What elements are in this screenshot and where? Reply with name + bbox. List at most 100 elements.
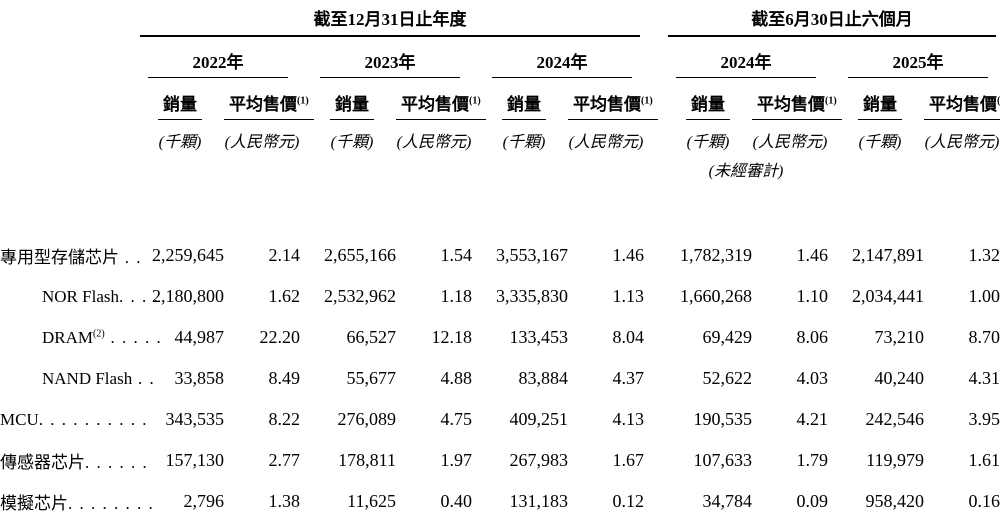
value-cell: 2,147,891 [852,245,924,265]
value-cell: 2,532,962 [324,286,396,306]
value-cell: 1.97 [440,450,473,470]
value-cell: 0.40 [440,491,473,511]
value-cell: 2,655,166 [324,245,396,265]
value-cell: 4.21 [796,409,829,429]
asp-unit: (人民幣元) [924,134,1000,151]
asp-unit: (人民幣元) [752,134,828,151]
value-cell: 1.46 [612,245,645,265]
volume-unit: (千顆) [330,134,374,151]
table-row: DRAM(2) . . . . . 44,987 22.20 66,527 12… [0,317,1000,358]
value-cell: 69,429 [702,327,753,347]
value-cell: 1.10 [796,286,829,306]
period-group-row: 截至12月31日止年度 截至6月30日止六個月 [0,0,1000,37]
group-gap [644,0,664,37]
value-cell: 83,884 [518,368,569,388]
table-row: 模擬芯片. . . . . . . . 2,796 1.38 11,625 0.… [0,481,1000,522]
value-cell: 1.62 [268,286,301,306]
value-cell: 1.13 [612,286,645,306]
row-label: NOR Flash. . . . [42,286,160,306]
table-row: NOR Flash. . . . 2,180,800 1.62 2,532,96… [0,276,1000,317]
value-cell: 4.75 [440,409,473,429]
value-cell: 343,535 [165,409,225,429]
value-cell: 22.20 [259,327,301,347]
value-cell: 8.04 [612,327,645,347]
col-group-annual: 截至12月31日止年度 [136,0,644,37]
table-row: 傳感器芯片. . . . . . 157,130 2.77 178,811 1.… [0,440,1000,481]
value-cell: 131,183 [509,491,569,511]
footnote-2-marker: (2) [93,327,105,339]
label-column-spacer [0,0,136,37]
row-label: NAND Flash . . [42,368,156,388]
value-cell: 44,987 [174,327,225,347]
value-cell: 958,420 [865,491,925,511]
value-cell: 119,979 [866,450,924,470]
value-cell: 276,089 [337,409,397,429]
value-cell: 107,633 [693,450,753,470]
value-cell: 0.12 [612,491,645,511]
value-cell: 4.03 [796,368,829,388]
volume-unit: (千顆) [502,134,546,151]
value-cell: 2.14 [268,245,301,265]
value-cell: 133,453 [509,327,569,347]
volume-unit: (千顆) [158,134,202,151]
value-cell: 33,858 [174,368,225,388]
asp-header: 平均售價(1) [396,78,486,120]
interim-group-title: 截至6月30日止六個月 [668,0,997,37]
column-header-row: 銷量 平均售價(1) 銷量 平均售價(1) 銷量 平均售價(1) 銷量 平均售價… [0,78,1000,120]
footnote-1-marker: (1) [641,95,653,107]
value-cell: 1.54 [440,245,473,265]
value-cell: 409,251 [509,409,569,429]
volume-header: 銷量 [480,78,568,120]
table-row: MCU. . . . . . . . . . 343,535 8.22 276,… [0,399,1000,440]
value-cell: 1.18 [440,286,473,306]
value-cell: 4.31 [968,368,1000,388]
value-cell: 1.38 [268,491,301,511]
value-cell: 8.49 [268,368,301,388]
value-cell: 0.09 [796,491,829,511]
asp-header: 平均售價(1) [224,78,314,120]
value-cell: 2,034,441 [852,286,924,306]
header-body-gap [0,181,1000,235]
volume-unit: (千顆) [686,134,730,151]
year-header-interim-2025: 2025年 [836,37,1000,78]
year-header-2022: 2022年 [136,37,300,78]
row-label: 傳感器芯片. . . . . . [0,453,149,472]
value-cell: 157,130 [165,450,225,470]
footnote-1-marker: (1) [997,95,1000,106]
unaudited-note: (未經審計) [708,163,784,180]
value-cell: 3.95 [968,409,1000,429]
value-cell: 1.79 [796,450,829,470]
value-cell: 4.88 [440,368,473,388]
value-cell: 0.16 [968,491,1000,511]
row-label: DRAM(2) . . . . . [42,327,163,347]
value-cell: 3,335,830 [496,286,568,306]
unit-row: (千顆) (人民幣元) (千顆) (人民幣元) (千顆) (人民幣元) (千顆)… [0,120,1000,152]
value-cell: 4.13 [612,409,645,429]
value-cell: 1.32 [968,245,1000,265]
table-row: 專用型存儲芯片 . . 2,259,645 2.14 2,655,166 1.5… [0,235,1000,276]
value-cell: 12.18 [431,327,473,347]
value-cell: 2,259,645 [152,245,224,265]
value-cell: 1,660,268 [680,286,752,306]
unaudited-row: (未經審計) [0,152,1000,181]
volume-header: 銷量 [308,78,396,120]
asp-header: 平均售價(1) [568,78,658,120]
asp-unit: (人民幣元) [396,134,472,151]
row-label: 模擬芯片. . . . . . . . [0,494,155,513]
value-cell: 2,180,800 [152,286,224,306]
value-cell: 1,782,319 [680,245,752,265]
table-row: NAND Flash . . 33,858 8.49 55,677 4.88 8… [0,358,1000,399]
value-cell: 52,622 [702,368,753,388]
value-cell: 34,784 [702,491,753,511]
volume-header: 銷量 [664,78,752,120]
year-header-2023: 2023年 [308,37,472,78]
value-cell: 1.46 [796,245,829,265]
value-cell: 178,811 [338,450,396,470]
value-cell: 267,983 [509,450,569,470]
footnote-1-marker: (1) [825,95,837,107]
value-cell: 1.00 [968,286,1000,306]
row-label: 專用型存儲芯片 . . [0,248,142,267]
value-cell: 242,546 [865,409,925,429]
footnote-1-marker: (1) [297,95,309,107]
value-cell: 4.37 [612,368,645,388]
